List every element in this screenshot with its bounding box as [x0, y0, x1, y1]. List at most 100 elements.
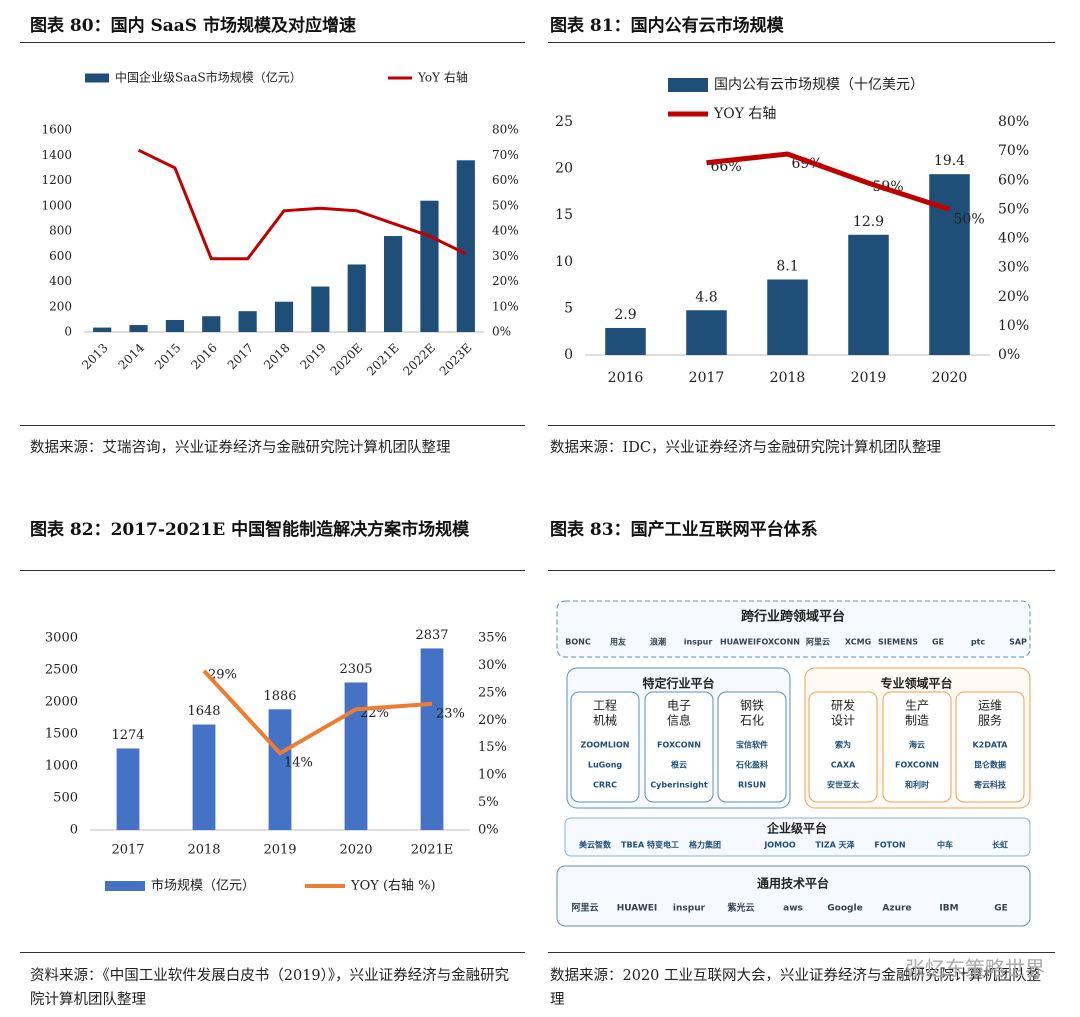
bar [767, 279, 808, 355]
y2-tick-label: 10% [478, 768, 507, 783]
legend-swatch [668, 78, 708, 92]
legend-label: YOY 右轴 [713, 106, 776, 122]
diagram-text: IBM [939, 904, 958, 914]
y2-tick-label: 30% [478, 658, 507, 673]
legend-label: 中国企业级SaaS市场规模（亿元） [115, 70, 302, 85]
figure-title: 图表 82：2017-2021E 中国智能制造解决方案市场规模 [30, 520, 470, 540]
diagram-text: HUAWEI [720, 638, 756, 647]
y2-tick-label: 70% [998, 143, 1029, 159]
y-tick-label: 1200 [41, 173, 72, 187]
diagram-text: HUAWEI [617, 904, 658, 914]
diagram-text: 海云 [909, 740, 925, 750]
diagram-text: TIZA 天泽 [815, 840, 854, 850]
diagram-text: GE [932, 638, 944, 647]
y2-tick-label: 60% [492, 173, 519, 187]
diagram-text: BONC [565, 638, 591, 647]
y-tick-label: 400 [49, 274, 72, 288]
diagram-text: 寄云科技 [974, 780, 1007, 790]
x-tick-label: 2019 [851, 370, 887, 386]
bar [311, 286, 330, 332]
legend-swatch [105, 881, 145, 891]
y-tick-label: 2000 [45, 695, 78, 710]
x-tick-label: 2014 [116, 340, 148, 372]
legend-swatch [85, 73, 109, 83]
legend-label: YOY (右轴 %) [350, 879, 436, 894]
y-tick-label: 1500 [45, 727, 78, 742]
y-tick-label: 600 [49, 249, 72, 263]
diagram-text: 和利时 [905, 780, 929, 790]
x-tick-label: 2017 [689, 370, 725, 386]
bar-value-label: 1274 [111, 728, 144, 743]
line-value-label: 23% [436, 706, 465, 721]
y-tick-label: 1400 [41, 148, 72, 162]
diagram-text: 阿里云 [806, 638, 830, 647]
bar [929, 174, 970, 355]
diagram-text: 企业级平台 [766, 821, 827, 836]
column-box [570, 691, 640, 803]
diagram-text: 中车 [937, 840, 953, 850]
diagram-text: 工程 [593, 698, 617, 713]
diagram-text: 美云智数 [579, 840, 612, 850]
y-tick-label: 10 [555, 254, 573, 270]
cross-box [556, 600, 1031, 658]
y2-tick-label: 0% [998, 347, 1020, 363]
y-tick-label: 25 [555, 114, 573, 130]
bar [274, 301, 294, 332]
line [202, 669, 433, 756]
diagram-text: 通用技术平台 [757, 876, 829, 891]
x-tick-label: 2022E [400, 341, 438, 379]
diagram-text: 电子 [667, 699, 691, 713]
diagram-text: 生产 [905, 699, 929, 713]
diagram-text: 格力集团 [689, 840, 721, 850]
diagram-text: 运维 [978, 699, 1002, 713]
y-tick-label: 0 [64, 325, 72, 339]
y-tick-label: 1000 [45, 759, 78, 774]
x-tick-label: 2013 [79, 341, 110, 372]
y-tick-label: 3000 [45, 631, 78, 646]
diagram-text: Google [827, 904, 862, 914]
bar [605, 327, 646, 355]
x-tick-label: 2015 [152, 341, 183, 372]
bar [93, 327, 112, 332]
bar [116, 748, 140, 830]
diagram-text: Cyberinsight [650, 781, 708, 790]
y-tick-label: 500 [53, 791, 78, 806]
y2-tick-label: 25% [478, 685, 507, 700]
diagram-text: XCMG [845, 638, 871, 647]
bar [129, 325, 148, 332]
line-value-label: 14% [284, 756, 313, 771]
y2-tick-label: 35% [478, 631, 507, 646]
y2-tick-label: 0% [478, 823, 499, 838]
x-tick-label: 2018 [261, 341, 292, 372]
bar-value-label: 4.8 [695, 289, 717, 305]
x-tick-label: 2023E [437, 341, 475, 379]
rule [20, 42, 525, 43]
diagram-text: 昆仑数据 [974, 760, 1006, 770]
rule [20, 425, 525, 426]
figure-title: 图表 80：国内 SaaS 市场规模及对应增速 [30, 16, 356, 36]
diagram-text: TBEA 特变电工 [621, 840, 679, 850]
enterprise-box [564, 817, 1031, 857]
diagram-text: RISUN [738, 781, 766, 790]
x-tick-label: 2019 [297, 341, 328, 372]
line-value-label: 50% [954, 211, 985, 227]
x-tick-label: 2018 [187, 843, 220, 858]
diagram-text: 用友 [609, 637, 626, 647]
bar-value-label: 2837 [415, 628, 448, 643]
watermark: 张忆东策略世界 [905, 957, 1045, 981]
column-box [808, 691, 878, 803]
y-tick-label: 20 [555, 161, 573, 177]
line [137, 148, 467, 261]
x-tick-label: 2020 [339, 843, 372, 858]
diagram-text: FOXCONN [895, 761, 939, 770]
y-tick-label: 800 [49, 224, 72, 238]
y-tick-label: 1600 [41, 123, 72, 137]
bar [384, 236, 403, 332]
y2-tick-label: 0% [492, 325, 511, 339]
x-tick-label: 2017 [111, 843, 144, 858]
y2-tick-label: 5% [478, 795, 499, 810]
y2-tick-label: 80% [998, 114, 1029, 130]
y2-tick-label: 20% [998, 289, 1029, 305]
